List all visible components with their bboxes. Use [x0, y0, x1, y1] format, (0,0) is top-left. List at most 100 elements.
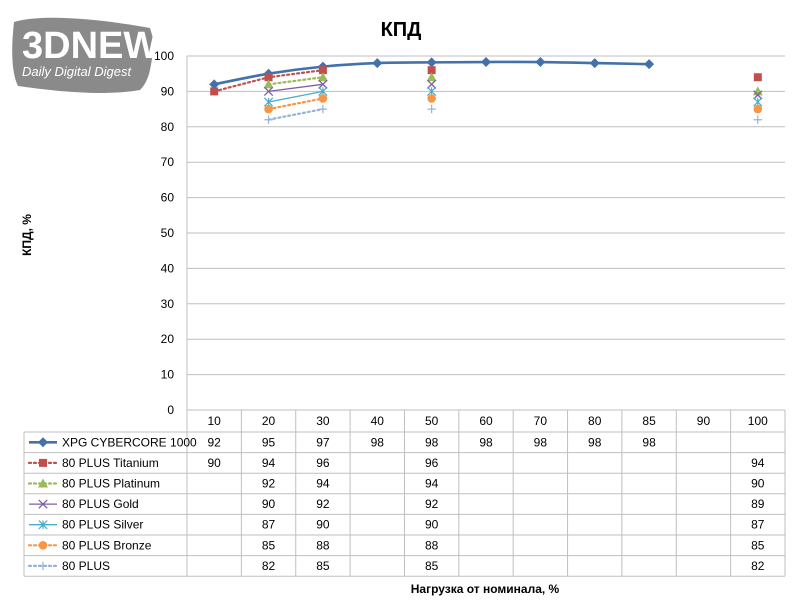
- table-cell: 94: [425, 477, 439, 491]
- data-point: [264, 73, 273, 82]
- table-cell: 85: [262, 538, 276, 552]
- data-point: [263, 79, 274, 89]
- table-cell: 90: [208, 456, 222, 470]
- series-4: [263, 79, 763, 100]
- table-cell: 96: [316, 456, 330, 470]
- table-cell: 96: [425, 456, 439, 470]
- data-point: [318, 94, 328, 103]
- x-tick-label: 60: [479, 414, 493, 428]
- legend-key: [27, 541, 59, 550]
- data-point: [38, 541, 48, 550]
- series-3: [263, 72, 763, 96]
- table-cell: 87: [751, 518, 765, 532]
- data-point: [427, 104, 436, 114]
- data-point: [427, 66, 436, 75]
- legend-label: XPG CYBERCORE 1000: [62, 435, 197, 449]
- table-cell: 98: [534, 435, 548, 449]
- y-tick-label: 10: [161, 368, 175, 382]
- series-7: [264, 104, 763, 124]
- table-cell: 92: [425, 497, 439, 511]
- y-axis-label: КПД, %: [20, 214, 34, 256]
- series-line: [268, 90, 324, 103]
- legend-key: [27, 458, 59, 467]
- y-tick-label: 20: [161, 332, 175, 346]
- x-tick-label: 10: [208, 414, 222, 428]
- table-cell: 98: [479, 435, 493, 449]
- data-point: [38, 520, 48, 530]
- data-point: [264, 115, 273, 124]
- table-cell: 90: [751, 477, 765, 491]
- data-point: [209, 79, 220, 90]
- data-point: [426, 79, 437, 89]
- legend-key: [29, 437, 57, 448]
- table-cell: 94: [316, 477, 330, 491]
- y-tick-label: 40: [161, 261, 175, 275]
- data-table: 10 20 30 40 50 60 70 80 85 90 100 XPG CYBERCORE 100…: [23, 409, 786, 577]
- x-tick-label: 100: [748, 414, 768, 428]
- legend-key: [27, 478, 59, 488]
- table-cell: 95: [262, 435, 276, 449]
- series-line: [268, 83, 323, 93]
- data-point: [753, 104, 763, 114]
- table-cell: 92: [208, 435, 222, 449]
- y-gridlines: [186, 55, 785, 411]
- data-point: [481, 57, 491, 68]
- data-point: [38, 561, 48, 571]
- y-tick-label: 50: [161, 226, 175, 240]
- data-point: [426, 72, 437, 82]
- legend-label: 80 PLUS Gold: [62, 497, 139, 511]
- y-tick-label: 80: [161, 120, 175, 134]
- data-point: [318, 79, 328, 89]
- data-point: [317, 72, 328, 82]
- y-tick-labels: 0 10 20 30 40 50 60 70 80 90 100: [154, 49, 174, 417]
- table-cell: 92: [316, 497, 330, 511]
- series-line: [267, 108, 325, 121]
- data-point: [426, 57, 437, 68]
- y-tick-label: 100: [154, 49, 174, 63]
- table-cell: 94: [262, 456, 276, 470]
- data-point: [753, 115, 763, 124]
- table-cell: 92: [262, 477, 276, 491]
- x-tick-label: 50: [425, 414, 439, 428]
- table-cell: 98: [588, 435, 602, 449]
- legend-key: [27, 561, 59, 571]
- x-tick-label: 90: [697, 414, 711, 428]
- data-point: [39, 458, 47, 467]
- data-point: [318, 104, 328, 114]
- y-tick-label: 90: [161, 84, 175, 98]
- data-point: [427, 94, 436, 103]
- legend-label: 80 PLUS Bronze: [62, 538, 152, 552]
- data-point: [535, 57, 546, 68]
- table-cell: 97: [316, 435, 330, 449]
- y-tick-label: 60: [161, 191, 175, 205]
- data-point: [318, 66, 327, 75]
- series-6: [264, 94, 763, 114]
- y-tick-label: 0: [167, 403, 174, 417]
- legend-label: 80 PLUS Silver: [62, 518, 143, 532]
- legend-label: 80 PLUS: [62, 559, 110, 573]
- logo-brush: [12, 17, 155, 93]
- table-cell: 98: [371, 435, 385, 449]
- x-tick-label: 85: [642, 414, 656, 428]
- logo-text-small: Daily Digital Digest: [22, 64, 132, 79]
- site-logo: 3DNEWS Daily Digital Digest: [12, 17, 185, 93]
- x-tick-label: 70: [534, 414, 548, 428]
- table-cell: 90: [262, 497, 276, 511]
- table-cell: 94: [751, 456, 765, 470]
- data-point: [38, 437, 48, 448]
- table-cell: 88: [316, 538, 330, 552]
- table-cell: 82: [262, 559, 276, 573]
- series-layer: [209, 57, 763, 124]
- table-cell: 90: [316, 518, 330, 532]
- x-tick-label: 80: [588, 414, 602, 428]
- table-cell: 89: [751, 497, 765, 511]
- y-tick-label: 30: [161, 297, 175, 311]
- logo-text-big: 3DNEWS: [22, 25, 185, 67]
- table-cell: 85: [425, 559, 439, 573]
- table-cell: 87: [262, 518, 276, 532]
- x-axis-label: Нагрузка от номинала, %: [411, 582, 560, 596]
- series-5: [263, 86, 763, 107]
- data-point: [38, 499, 48, 509]
- table-cell: 90: [425, 518, 439, 532]
- chart-title: КПД: [381, 19, 422, 41]
